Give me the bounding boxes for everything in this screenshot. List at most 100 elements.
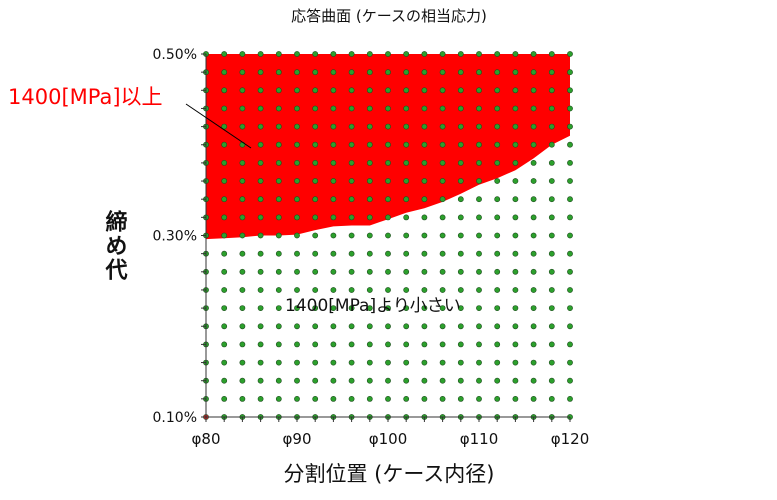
grid-point [512,51,519,57]
grid-point [457,51,464,57]
grid-point [239,250,246,257]
grid-point [439,377,446,384]
grid-point [275,395,282,402]
grid-point [385,87,391,94]
grid-point [330,123,337,130]
grid-point [257,268,264,275]
grid-point [257,51,264,57]
grid-point [403,196,410,203]
grid-point [403,268,410,275]
grid-point [548,105,555,112]
grid-point [421,305,428,311]
grid-point [403,305,410,311]
grid-point [457,214,464,221]
grid-point [385,323,391,330]
grid-point [512,287,519,293]
grid-point [294,159,300,166]
grid-point [403,159,410,166]
grid-point [239,305,246,311]
grid-point [348,214,355,221]
grid-point [294,123,300,130]
grid-point [439,268,446,275]
grid-point [257,377,264,384]
grid-point [512,141,519,148]
grid-point [239,51,246,57]
grid-point [385,214,391,221]
grid-point [348,232,355,239]
grid-point [530,87,537,94]
grid-point [439,105,446,112]
grid-point [275,359,282,366]
grid-point [221,214,228,221]
grid-points [203,51,573,420]
grid-point [403,141,410,148]
grid-point [421,105,428,112]
grid-point [348,123,355,130]
grid-point [312,87,319,94]
grid-point [330,69,337,76]
grid-point [294,105,300,112]
grid-point [494,268,501,275]
grid-point [257,196,264,203]
grid-point [494,377,501,384]
grid-point [312,123,319,130]
grid-point [366,359,373,366]
grid-point [567,305,573,311]
grid-point [530,359,537,366]
grid-point [421,87,428,94]
grid-point [275,123,282,130]
grid-point [239,178,246,184]
grid-point [567,105,573,112]
grid-point [421,250,428,257]
plot-area: 0.10% 0.30% 0.50% φ80 φ90 φ100 φ110 φ120 [153,47,590,448]
grid-point [366,268,373,275]
grid-point [403,341,410,348]
grid-point [366,214,373,221]
grid-point [548,178,555,184]
grid-point [567,87,573,94]
grid-point [312,341,319,348]
grid-point [530,141,537,148]
grid-point [385,51,391,57]
grid-point [257,287,264,293]
y-axis-title: 締め代 [102,209,129,282]
grid-point [348,250,355,257]
grid-point [330,232,337,239]
grid-point [348,377,355,384]
grid-point [294,51,300,57]
grid-point [421,287,428,293]
grid-point [312,214,319,221]
y-tick-label: 0.10% [153,410,197,426]
grid-point [330,341,337,348]
grid-point [567,51,573,57]
grid-point [548,359,555,366]
grid-point [439,141,446,148]
grid-point [512,268,519,275]
grid-point [439,87,446,94]
grid-point [312,323,319,330]
grid-point [494,395,501,402]
grid-point [330,287,337,293]
grid-point [275,178,282,184]
grid-point [476,232,482,239]
grid-point [457,268,464,275]
grid-point [567,268,573,275]
grid-point [530,105,537,112]
grid-point [330,159,337,166]
grid-point [294,250,300,257]
grid-point [530,305,537,311]
grid-point [330,87,337,94]
grid-point [385,305,391,311]
callout-leader-line [185,103,252,149]
grid-point [312,395,319,402]
grid-point [275,159,282,166]
grid-point [385,268,391,275]
grid-point [312,178,319,184]
grid-point [330,377,337,384]
grid-point [366,141,373,148]
grid-point [275,69,282,76]
y-tick-label: 0.30% [153,229,197,245]
x-tick-label: φ120 [551,430,590,448]
grid-point [330,395,337,402]
grid-point [439,359,446,366]
